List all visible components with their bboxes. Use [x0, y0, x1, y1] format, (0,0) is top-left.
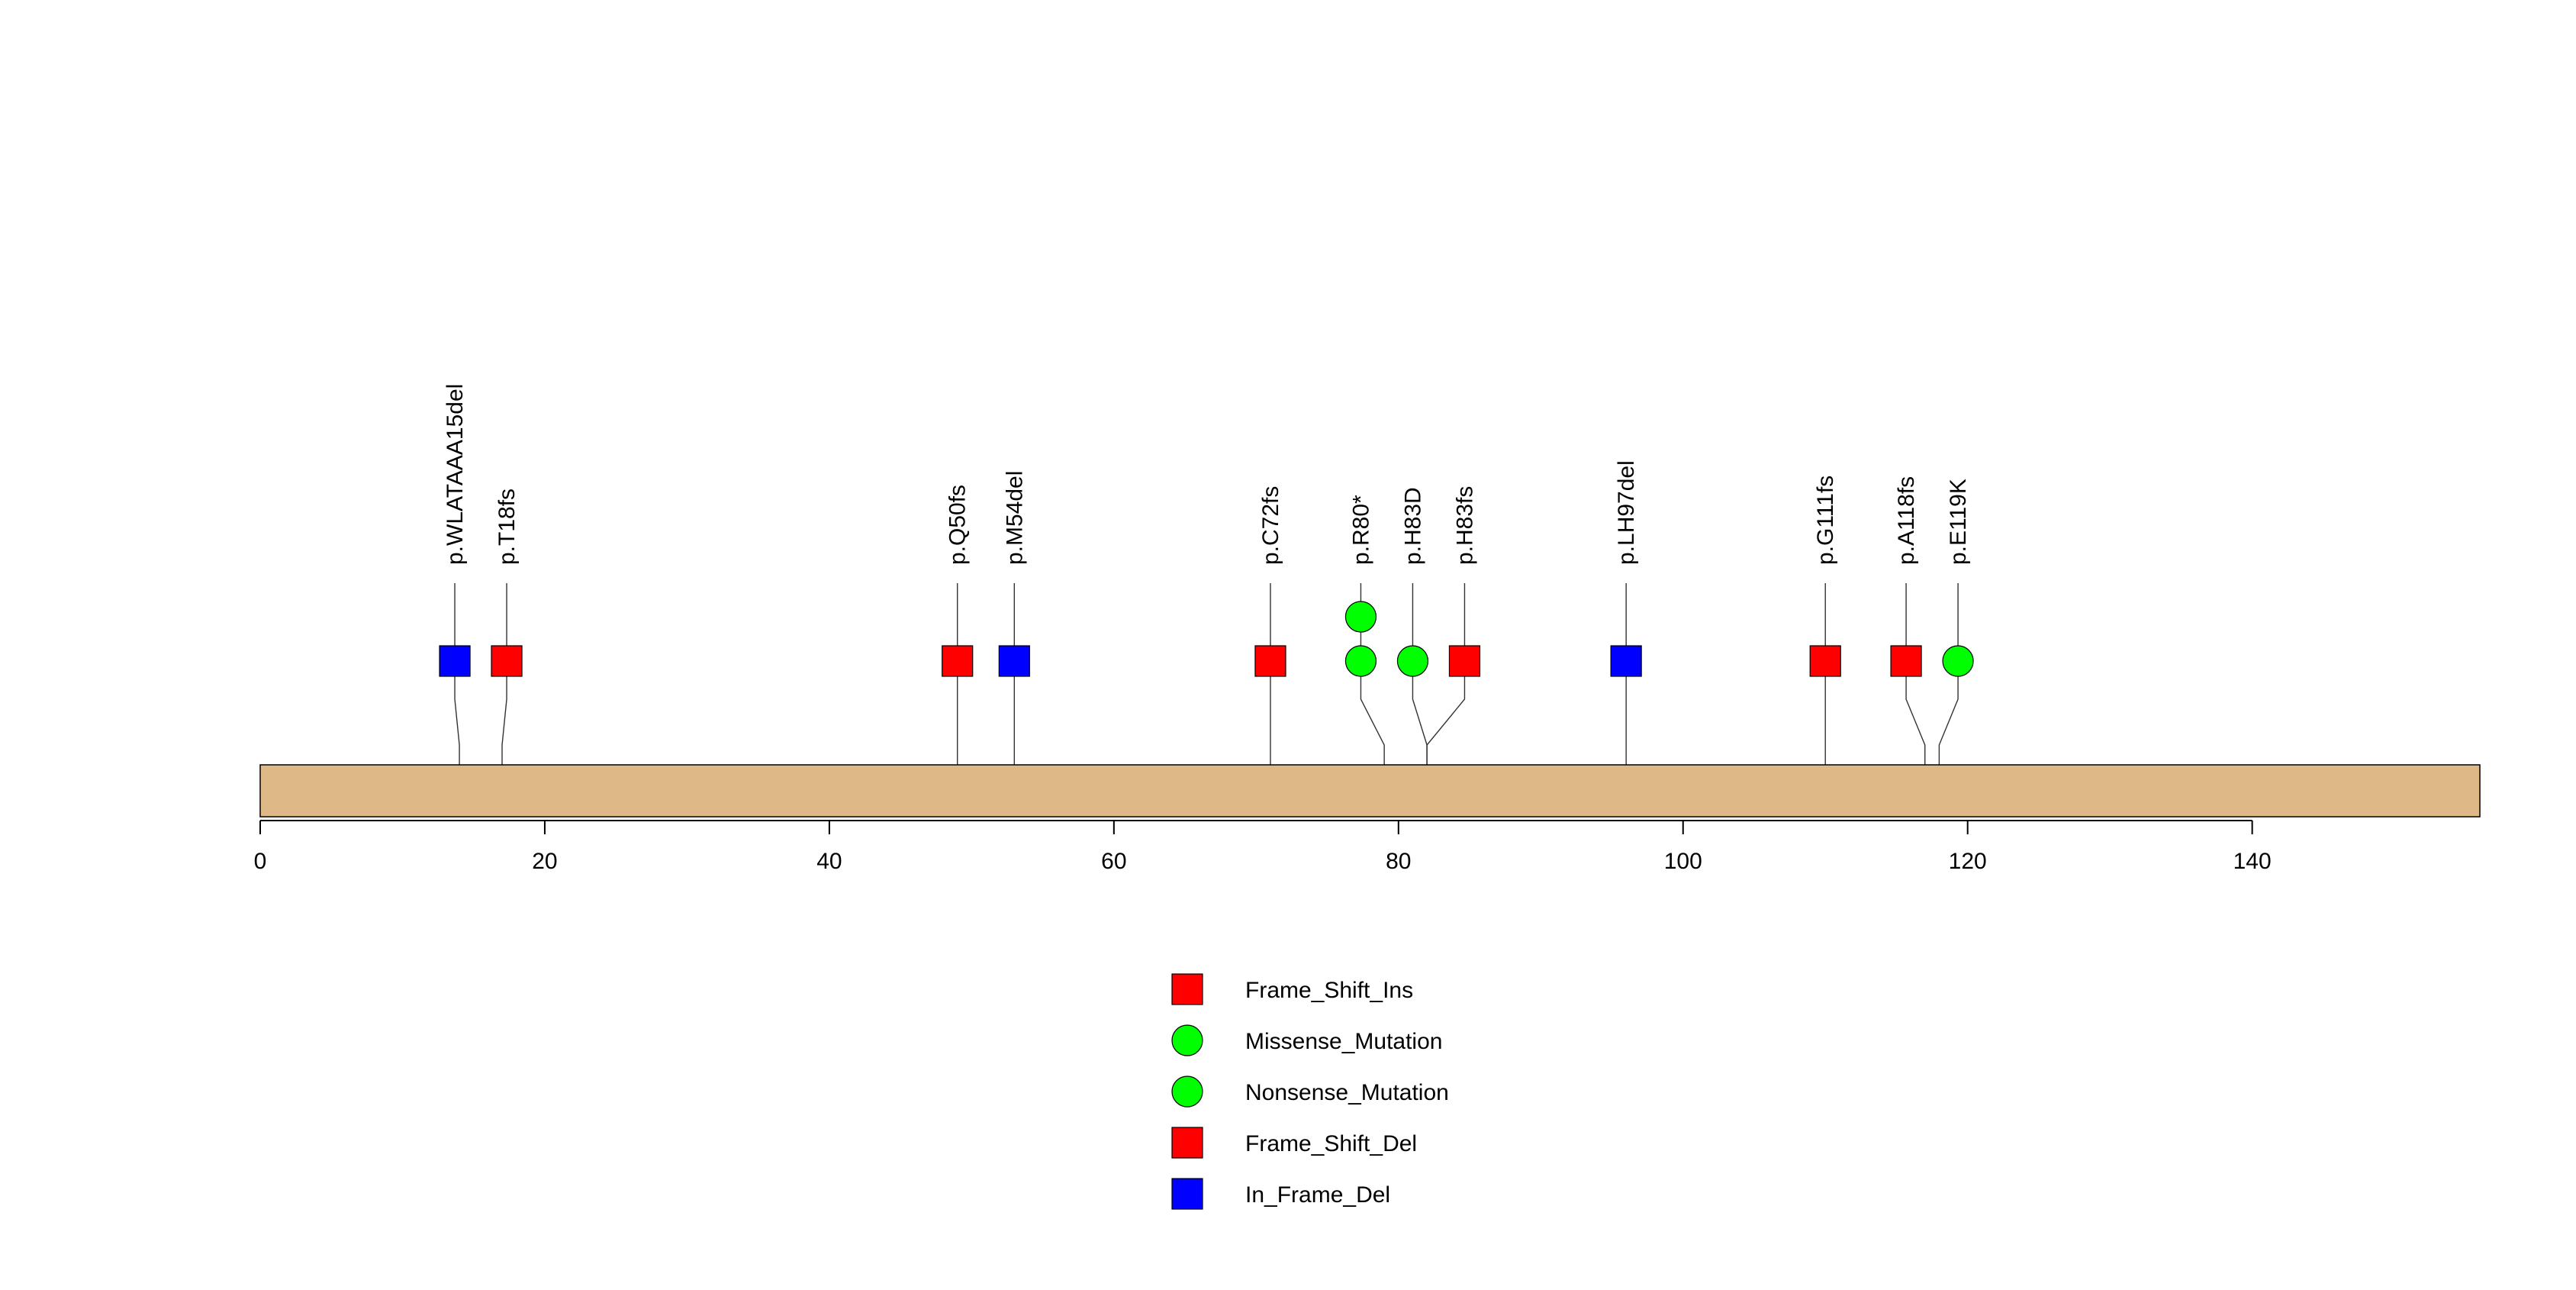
mutation-label: p.H83fs [1452, 486, 1477, 565]
x-axis: 0 20 40 60 80 100 120 140 [254, 820, 2272, 874]
mutation-label: p.E119K [1946, 479, 1971, 565]
x-tick-label: 120 [1949, 849, 1987, 874]
legend-swatch [1171, 973, 1203, 1005]
mutation-marker [1809, 645, 1841, 677]
mutation-label: p.M54del [1002, 471, 1027, 565]
x-tick-label: 140 [2233, 849, 2272, 874]
legend-label: Frame_Shift_Ins [1245, 978, 1413, 1003]
mutation-marker [1254, 645, 1286, 677]
x-tick-label: 20 [532, 849, 557, 874]
mutation-marker [1448, 645, 1481, 677]
mutation-markers [439, 601, 1974, 677]
mutation-label: p.T18fs [494, 489, 520, 565]
mutation-marker [1942, 645, 1974, 677]
mutation-marker [1344, 601, 1377, 633]
mutation-label: p.WLATAAA15del [443, 384, 468, 565]
mutation-label: p.G111fs [1813, 476, 1838, 565]
x-tick-label: 80 [1386, 849, 1411, 874]
legend-label: Missense_Mutation [1245, 1029, 1442, 1054]
mutation-label: p.LH97del [1614, 460, 1639, 565]
x-tick-label: 0 [254, 849, 267, 874]
mutation-label: p.R80* [1348, 495, 1373, 565]
mutation-marker [998, 645, 1030, 677]
legend-swatch [1171, 1127, 1203, 1159]
mutation-label: p.H83D [1400, 487, 1425, 565]
mutation-marker [491, 645, 523, 677]
legend-swatch [1171, 1024, 1203, 1056]
x-tick-label: 40 [816, 849, 842, 874]
mutation-marker [1344, 645, 1377, 677]
legend-label: In_Frame_Del [1245, 1182, 1390, 1208]
protein-bar [259, 764, 2481, 818]
mutation-label: p.A118fs [1894, 476, 1919, 565]
mutation-marker [1610, 645, 1642, 677]
mutation-marker [1890, 645, 1922, 677]
legend: Frame_Shift_Ins Missense_Mutation Nonsense… [1171, 973, 1449, 1210]
x-tick-label: 60 [1101, 849, 1126, 874]
mutation-marker [439, 645, 471, 677]
mutation-marker [1396, 645, 1429, 677]
mutation-marker [942, 645, 974, 677]
x-tick-label: 100 [1664, 849, 1702, 874]
mutation-label: p.C72fs [1258, 486, 1283, 565]
legend-swatch [1171, 1076, 1203, 1108]
legend-label: Frame_Shift_Del [1245, 1131, 1417, 1156]
mutation-label: p.Q50fs [945, 485, 971, 565]
legend-swatch [1171, 1178, 1203, 1210]
legend-label: Nonsense_Mutation [1245, 1080, 1449, 1105]
mutation-labels: p.WLATAAA15del p.T18fs p.Q50fs p.M54del p.C7… [443, 384, 1971, 565]
